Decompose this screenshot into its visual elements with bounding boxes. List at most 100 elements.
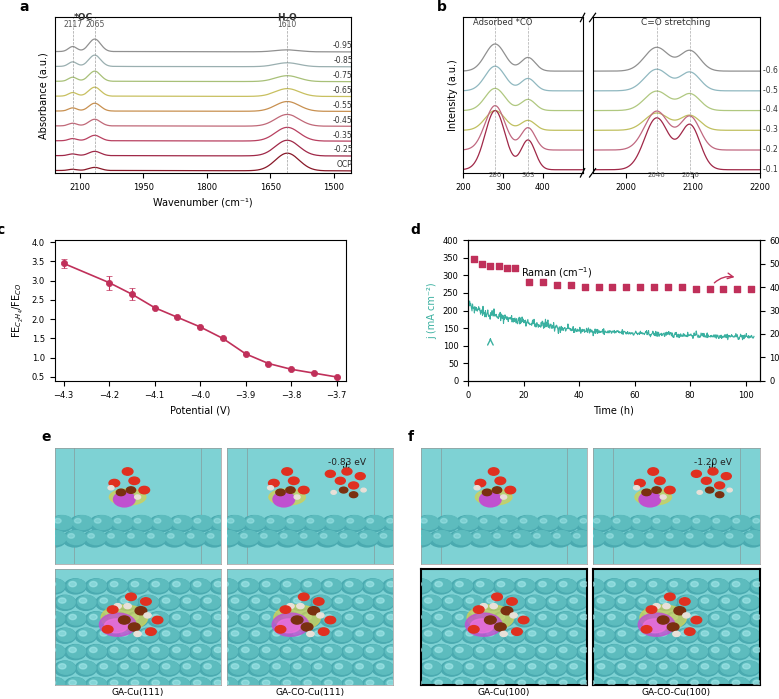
Circle shape (633, 519, 640, 523)
Circle shape (570, 598, 577, 603)
Circle shape (283, 647, 291, 653)
Circle shape (597, 663, 605, 669)
Point (648, 282, 661, 293)
Circle shape (354, 628, 372, 642)
Circle shape (676, 628, 698, 643)
Circle shape (223, 661, 241, 675)
Circle shape (645, 612, 667, 627)
Circle shape (711, 516, 731, 530)
Circle shape (252, 663, 259, 669)
Circle shape (627, 579, 645, 592)
Circle shape (576, 612, 597, 627)
Circle shape (354, 661, 372, 675)
Circle shape (331, 596, 352, 610)
Circle shape (587, 628, 608, 643)
Circle shape (433, 612, 452, 625)
Circle shape (410, 677, 432, 693)
Circle shape (169, 516, 192, 532)
Circle shape (269, 480, 279, 487)
Circle shape (555, 516, 579, 532)
Circle shape (494, 533, 500, 538)
Circle shape (183, 630, 191, 636)
Circle shape (279, 644, 301, 660)
Circle shape (435, 582, 442, 586)
Circle shape (127, 644, 149, 660)
Circle shape (252, 598, 259, 603)
Circle shape (738, 628, 760, 643)
Circle shape (717, 661, 739, 676)
Circle shape (113, 516, 132, 530)
Circle shape (143, 531, 166, 547)
Circle shape (47, 579, 65, 592)
Circle shape (503, 596, 525, 610)
Circle shape (335, 598, 343, 603)
Circle shape (382, 677, 404, 693)
Circle shape (606, 678, 625, 691)
Circle shape (214, 647, 222, 653)
Circle shape (300, 644, 321, 660)
Circle shape (548, 628, 566, 642)
Circle shape (320, 677, 342, 693)
Circle shape (742, 531, 764, 547)
Circle shape (639, 663, 647, 669)
Circle shape (146, 531, 166, 545)
Ellipse shape (643, 619, 667, 633)
Circle shape (647, 579, 666, 592)
Circle shape (727, 488, 732, 492)
Circle shape (745, 531, 764, 545)
Circle shape (539, 614, 546, 619)
Circle shape (217, 579, 238, 594)
Circle shape (654, 477, 665, 484)
Circle shape (726, 533, 733, 538)
Circle shape (524, 596, 545, 610)
Circle shape (686, 579, 708, 594)
Circle shape (696, 596, 718, 610)
Circle shape (456, 516, 479, 532)
Circle shape (614, 661, 636, 676)
Circle shape (263, 582, 270, 586)
Point (537, 277, 549, 288)
Circle shape (214, 680, 222, 686)
Circle shape (534, 677, 556, 693)
Circle shape (728, 579, 749, 594)
Circle shape (485, 616, 496, 624)
Circle shape (464, 661, 483, 675)
Circle shape (220, 647, 228, 653)
Circle shape (94, 519, 101, 523)
Circle shape (548, 531, 572, 547)
Circle shape (477, 582, 484, 586)
Circle shape (568, 628, 587, 642)
Circle shape (48, 533, 55, 538)
Circle shape (300, 677, 321, 693)
Circle shape (294, 495, 300, 499)
Circle shape (587, 661, 608, 676)
Circle shape (512, 628, 522, 635)
Circle shape (189, 644, 210, 660)
Circle shape (409, 531, 432, 547)
Circle shape (65, 677, 86, 693)
Circle shape (294, 663, 301, 669)
Circle shape (98, 596, 117, 609)
Circle shape (649, 614, 657, 619)
Ellipse shape (109, 489, 146, 505)
Circle shape (281, 678, 300, 691)
Circle shape (590, 630, 598, 636)
Ellipse shape (104, 619, 128, 633)
Circle shape (69, 680, 76, 686)
Circle shape (111, 680, 118, 686)
Ellipse shape (635, 489, 671, 505)
Circle shape (435, 647, 442, 653)
Circle shape (472, 531, 492, 545)
Circle shape (183, 663, 191, 669)
Circle shape (78, 628, 96, 642)
Circle shape (487, 630, 495, 636)
Circle shape (88, 645, 106, 658)
Circle shape (731, 579, 749, 592)
Circle shape (217, 612, 238, 627)
Point (675, 282, 688, 293)
Circle shape (660, 495, 666, 499)
Ellipse shape (274, 605, 320, 630)
Circle shape (128, 533, 134, 538)
Circle shape (245, 516, 266, 530)
Circle shape (518, 614, 526, 619)
